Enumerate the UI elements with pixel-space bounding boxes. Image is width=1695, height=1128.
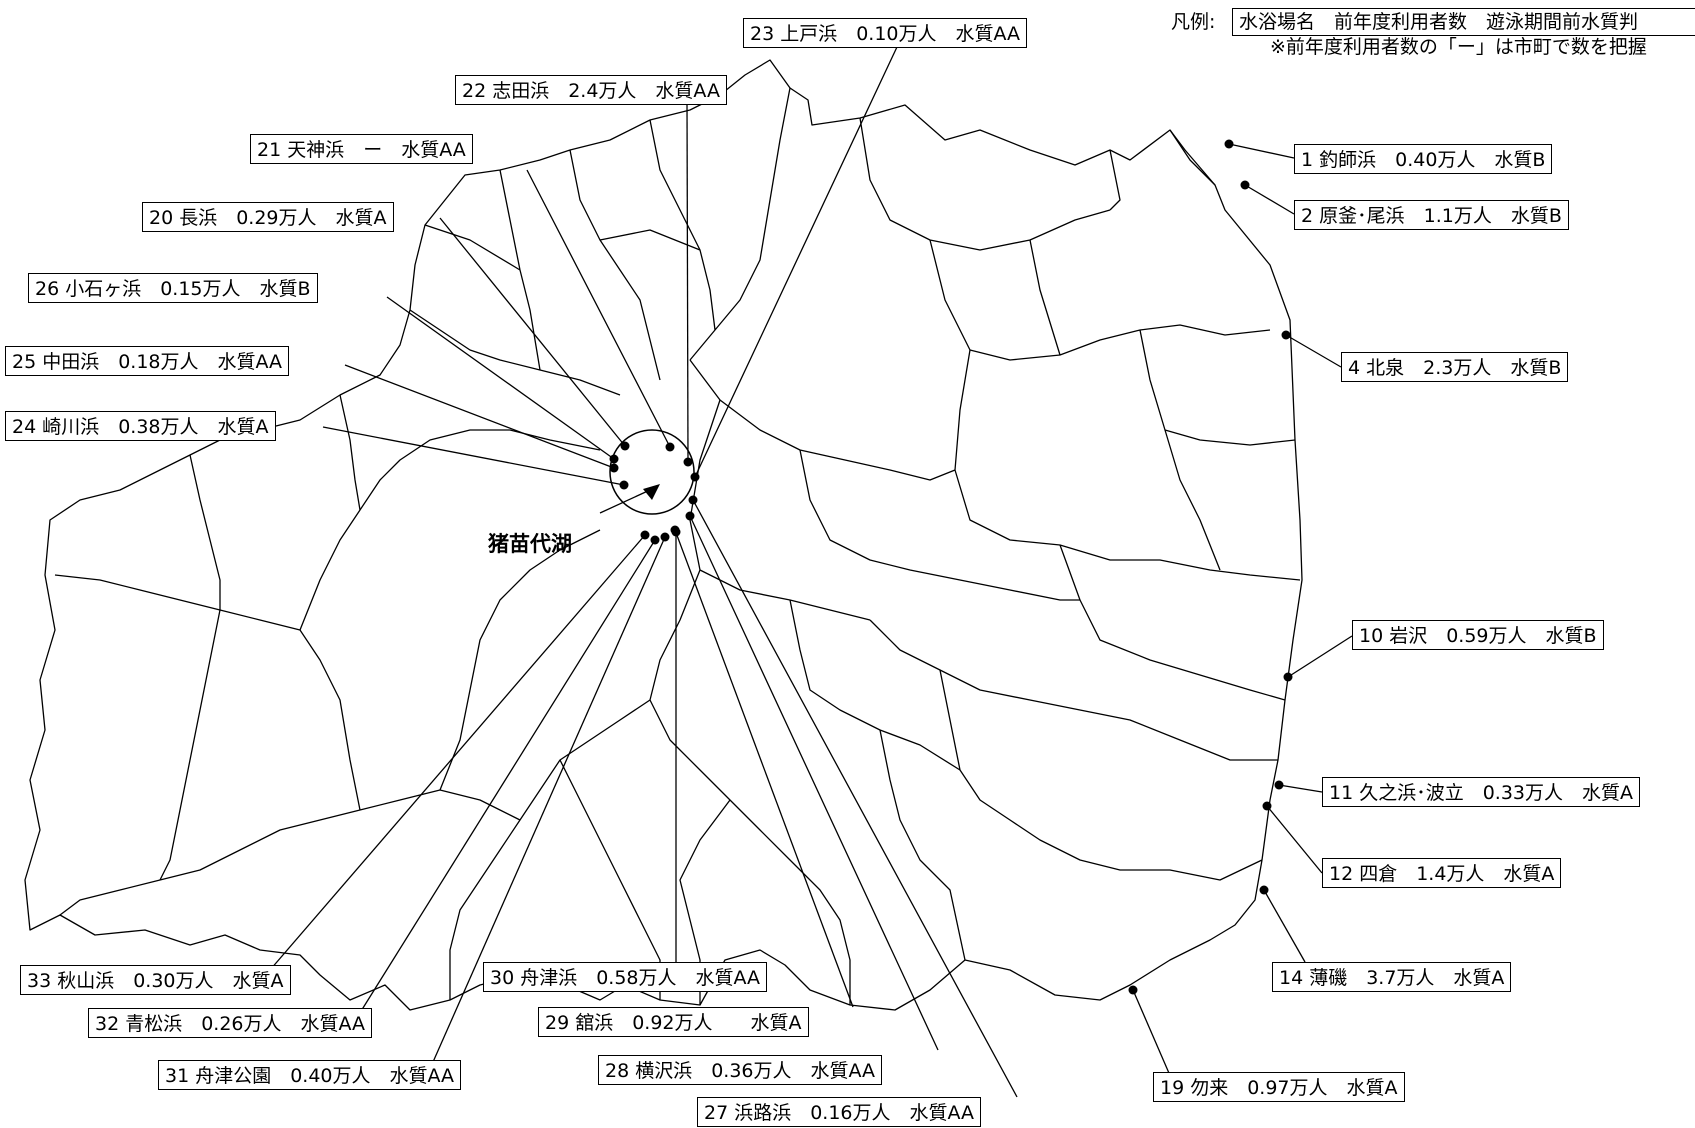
beach-label-14: 14 薄磯 3.7万人 水質A [1272,962,1512,992]
beach-label-2: 2 原釜･尾浜 1.1万人 水質B [1294,200,1569,230]
beach-label-27: 27 浜路浜 0.16万人 水質AA [697,1097,982,1127]
beach-label-25: 25 中田浜 0.18万人 水質AA [5,346,290,376]
lake-outline [609,429,695,515]
beach-label-32: 32 青松浜 0.26万人 水質AA [88,1008,373,1038]
beach-label-4: 4 北泉 2.3万人 水質B [1341,352,1569,382]
beach-label-31: 31 舟津公園 0.40万人 水質AA [158,1060,462,1090]
beach-label-21: 21 天神浜 ー 水質AA [250,134,473,164]
beach-label-29: 29 舘浜 0.92万人 水質A [538,1007,809,1037]
beach-label-22: 22 志田浜 2.4万人 水質AA [455,75,727,105]
beach-label-24: 24 崎川浜 0.38万人 水質A [5,411,276,441]
beach-label-19: 19 勿来 0.97万人 水質A [1153,1072,1405,1102]
beach-label-28: 28 横沢浜 0.36万人 水質AA [598,1055,883,1085]
beach-label-26: 26 小石ヶ浜 0.15万人 水質B [28,273,318,303]
lake-label: 猪苗代湖 [488,532,572,556]
legend-format: 水浴場名 前年度利用者数 遊泳期間前水質判 [1232,8,1695,36]
beach-label-11: 11 久之浜･波立 0.33万人 水質A [1322,777,1641,807]
beach-label-23: 23 上戸浜 0.10万人 水質AA [743,18,1028,48]
beach-label-12: 12 四倉 1.4万人 水質A [1322,858,1562,888]
legend-note: ※前年度利用者数の「ー」は市町で数を把握 [1270,36,1647,58]
beach-label-30: 30 舟津浜 0.58万人 水質AA [483,962,768,992]
legend-prefix: 凡例: [1171,11,1216,33]
beach-label-33: 33 秋山浜 0.30万人 水質A [20,965,291,995]
beach-label-1: 1 釣師浜 0.40万人 水質B [1294,144,1553,174]
beach-label-10: 10 岩沢 0.59万人 水質B [1352,620,1604,650]
beach-label-20: 20 長浜 0.29万人 水質A [142,202,394,232]
